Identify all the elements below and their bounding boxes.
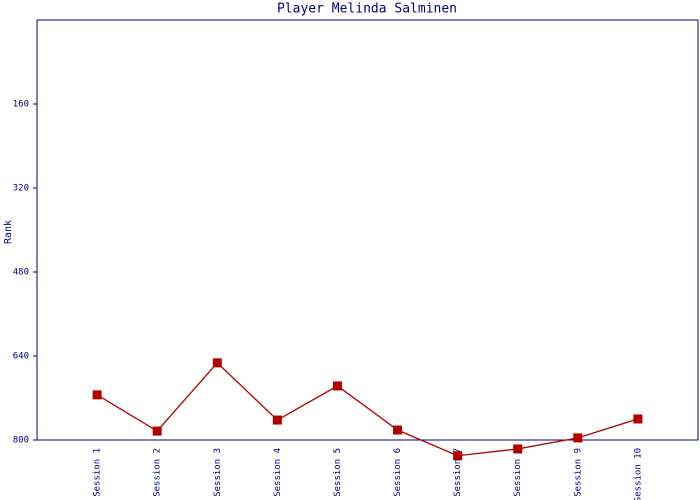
x-tick-label: Session 6 [393,448,403,497]
x-tick-label: Session 3 [213,448,223,497]
x-tick-label: Session 9 [573,448,583,497]
x-tick-label: Session 10 [633,448,643,500]
x-tick-label: Session 5 [333,448,343,497]
marker [92,390,102,400]
marker [453,451,463,461]
plot-frame [36,19,699,441]
marker [573,433,583,443]
line [96,361,639,457]
y-tick-label: 320 [13,184,29,194]
y-tick-label: 800 [13,436,29,446]
marker [393,425,403,435]
marker [633,414,643,424]
x-tick-label: Session 8 [513,448,523,497]
marker [513,444,523,454]
y-tick-label: 480 [13,268,29,278]
y-axis-label: Rank [3,220,14,244]
y-tick-label: 640 [13,352,29,362]
marker [212,358,222,368]
x-tick-label: Session 2 [153,448,163,497]
x-tick-label: Session 4 [273,448,283,497]
x-tick-label: Session 1 [93,448,103,497]
marker [152,426,162,436]
marker [272,415,282,425]
chart-title: Player Melinda Salminen [277,2,457,17]
y-tick-label: 160 [13,100,29,110]
marker [332,381,342,391]
x-tick-label: Session 7 [453,448,463,497]
